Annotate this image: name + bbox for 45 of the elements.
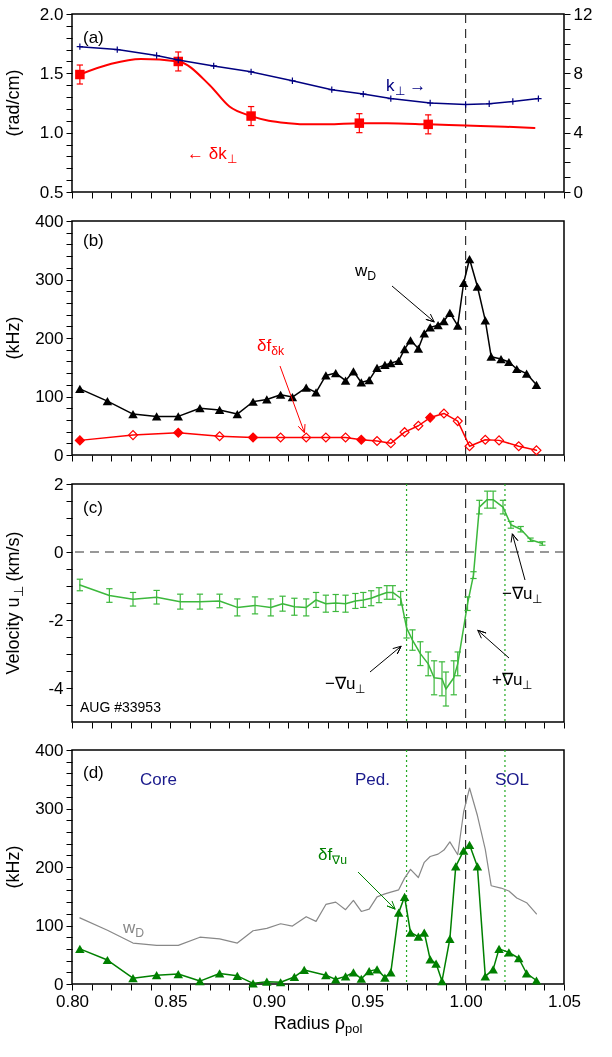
- annotation: AUG #33953: [80, 699, 162, 715]
- y-tick-label: 300: [35, 799, 64, 818]
- x-tick-label: 0.95: [351, 991, 385, 1011]
- y-tick-label: 0: [54, 445, 64, 465]
- y-tick-label: 2: [54, 474, 64, 494]
- annotation: (b): [83, 231, 104, 250]
- annotation: (c): [83, 498, 103, 517]
- y-tick-label: 100: [35, 387, 64, 406]
- y-tick-label: 2.0: [39, 4, 64, 24]
- annotation: (a): [83, 28, 104, 47]
- x-tick-label: 0.80: [55, 991, 90, 1011]
- y-tick-label: 400: [35, 211, 64, 231]
- y2-tick-label: 0: [573, 182, 583, 202]
- annotation: +∇u⊥: [492, 670, 533, 693]
- y-tick-label: 0: [54, 542, 64, 562]
- y-tick-label: -2: [48, 610, 64, 630]
- y-tick-label: 1.5: [39, 63, 64, 83]
- x-tick-label: 0.90: [252, 991, 286, 1011]
- y-tick-label: 0.5: [39, 182, 64, 202]
- series-label: ← δk⊥: [187, 144, 237, 167]
- x-tick-label: 1.05: [547, 991, 582, 1011]
- y-axis-title: (rad/cm): [3, 69, 23, 137]
- annotation: Core: [140, 770, 177, 789]
- annotation: Ped.: [355, 770, 390, 789]
- y-tick-label: 0: [54, 974, 64, 994]
- y2-tick-label: 12: [573, 4, 593, 24]
- annotation: −∇u⊥: [502, 584, 543, 607]
- y-axis-title: (kHz): [3, 316, 23, 360]
- series-label: k⊥ →: [386, 76, 427, 99]
- y-axis-title: (kHz): [3, 845, 23, 889]
- y-tick-label: 200: [35, 857, 64, 877]
- y-tick-label: 200: [35, 328, 64, 348]
- y2-tick-label: 8: [573, 63, 583, 83]
- annotation: (d): [83, 763, 104, 782]
- y-tick-label: -4: [48, 678, 64, 698]
- x-tick-label: 1.00: [449, 991, 483, 1011]
- y-tick-label: 100: [35, 916, 64, 935]
- y-tick-label: 1.0: [39, 123, 64, 143]
- y-axis-title: Velocity u⊥ (km/s): [3, 531, 27, 675]
- annotation: −∇u⊥: [325, 674, 366, 697]
- annotation: SOL: [495, 770, 530, 789]
- x-tick-label: 0.85: [154, 991, 188, 1011]
- y-tick-label: 300: [35, 270, 64, 289]
- y2-tick-label: 4: [573, 123, 583, 143]
- y-tick-label: 400: [35, 740, 64, 760]
